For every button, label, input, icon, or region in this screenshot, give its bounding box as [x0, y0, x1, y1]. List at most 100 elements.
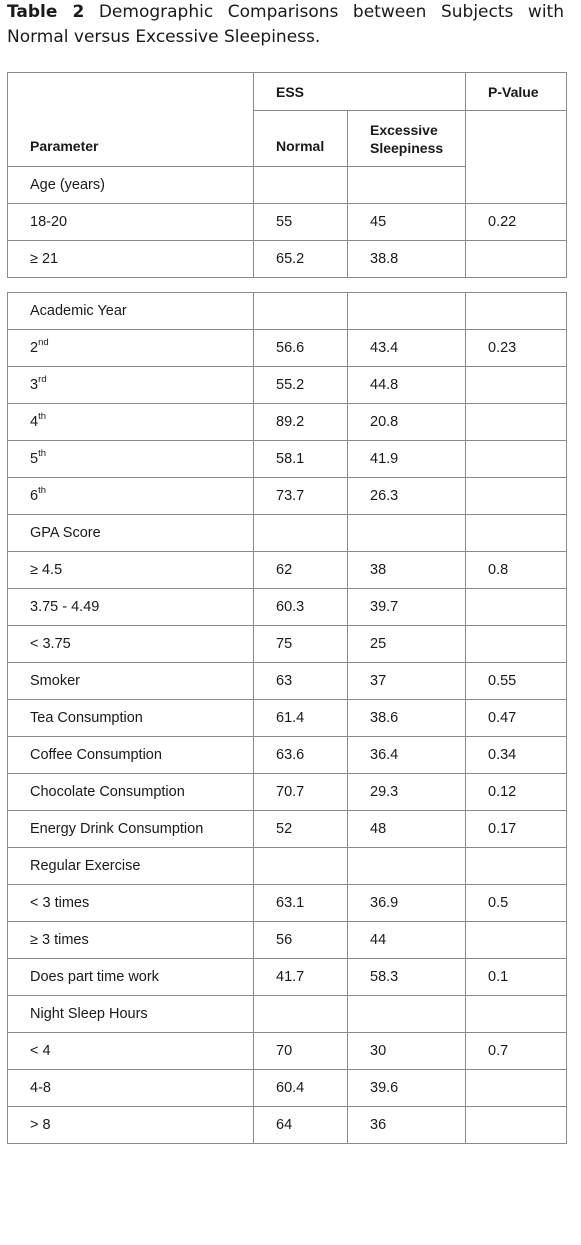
ordinal-suffix: th [38, 448, 47, 459]
header-row-top: Parameter ESS P-Value [7, 72, 568, 167]
table-row: Does part time work 41.7 58.3 0.1 [7, 958, 567, 996]
excessive-value-cell: 30 [347, 1032, 466, 1070]
excessive-value-cell: 41.9 [347, 440, 466, 478]
table-row: ≥ 21 65.2 38.8 [7, 240, 568, 278]
pvalue-cell [465, 366, 567, 404]
parameter-label: 5 [30, 451, 39, 467]
pvalue-empty-cell [465, 110, 568, 204]
table-row: 2nd 56.6 43.4 0.23 [7, 329, 567, 367]
parameter-cell: 6th [7, 477, 254, 515]
table-row: ≥ 3 times 56 44 [7, 921, 567, 959]
parameter-cell: < 3.75 [7, 625, 254, 663]
pvalue-cell [465, 847, 567, 885]
parameter-cell: 5th [7, 440, 254, 478]
parameter-label: Smoker [30, 673, 80, 689]
parameter-cell: 2nd [7, 329, 254, 367]
parameter-cell: Coffee Consumption [7, 736, 254, 774]
parameter-label: 3.75 - 4.49 [30, 599, 100, 615]
normal-value-cell: 52 [253, 810, 348, 848]
excessive-value-cell: 38.8 [346, 240, 467, 278]
parameter-label: 6 [30, 488, 39, 504]
excessive-value-cell: 36 [347, 1106, 466, 1144]
parameter-label: 18-20 [30, 214, 68, 230]
header-parameter: Parameter [7, 72, 254, 167]
excessive-value-cell: 26.3 [347, 477, 466, 515]
parameter-label: Regular Exercise [30, 858, 141, 874]
excessive-value-cell: 38 [347, 551, 466, 589]
parameter-cell: Regular Exercise [7, 847, 254, 885]
table-row: Regular Exercise [7, 847, 567, 885]
parameter-cell: Academic Year [7, 292, 254, 330]
pvalue-cell [465, 921, 567, 959]
parameter-cell: Energy Drink Consumption [7, 810, 254, 848]
excessive-value-cell: 20.8 [347, 403, 466, 441]
table-row: Night Sleep Hours [7, 995, 567, 1033]
parameter-cell: GPA Score [7, 514, 254, 552]
pvalue-cell: 0.23 [465, 329, 567, 367]
table-caption: Table 2 Demographic Comparisons between … [7, 0, 564, 50]
ordinal-suffix: th [38, 411, 47, 422]
table-row: Academic Year [7, 292, 567, 330]
header-pvalue: P-Value [465, 72, 568, 111]
normal-value-cell [253, 995, 348, 1033]
normal-value-cell: 89.2 [253, 403, 348, 441]
parameter-label: Night Sleep Hours [30, 1006, 148, 1022]
parameter-label: ≥ 3 times [30, 932, 89, 948]
normal-value-cell: 60.3 [253, 588, 348, 626]
normal-value-cell: 73.7 [253, 477, 348, 515]
table-row: Energy Drink Consumption 52 48 0.17 [7, 810, 567, 848]
parameter-label: Does part time work [30, 969, 159, 985]
parameter-label: Energy Drink Consumption [30, 821, 204, 837]
parameter-label: 2 [30, 340, 39, 356]
table-label: Table 2 [7, 2, 85, 22]
table-row: 18-20 55 45 0.22 [7, 203, 568, 241]
parameter-label: Coffee Consumption [30, 747, 162, 763]
parameter-label: GPA Score [30, 525, 101, 541]
parameter-cell: ≥ 4.5 [7, 551, 254, 589]
parameter-label: ≥ 21 [30, 251, 59, 267]
parameter-cell: < 4 [7, 1032, 254, 1070]
normal-value-cell: 56 [253, 921, 348, 959]
parameter-cell: Chocolate Consumption [7, 773, 254, 811]
pvalue-cell [465, 403, 567, 441]
parameter-label: < 4 [30, 1043, 51, 1059]
pvalue-cell [465, 440, 567, 478]
table-row: < 4 70 30 0.7 [7, 1032, 567, 1070]
excessive-value-cell: 44 [347, 921, 466, 959]
normal-value-cell: 64 [253, 1106, 348, 1144]
pvalue-cell: 0.47 [465, 699, 567, 737]
parameter-cell: < 3 times [7, 884, 254, 922]
table-row: 5th 58.1 41.9 [7, 440, 567, 478]
pvalue-cell: 0.17 [465, 810, 567, 848]
table-row: Chocolate Consumption 70.7 29.3 0.12 [7, 773, 567, 811]
pvalue-cell: 0.8 [465, 551, 567, 589]
pvalue-cell: 0.34 [465, 736, 567, 774]
normal-value-cell [253, 514, 348, 552]
excessive-value-cell: 37 [347, 662, 466, 700]
parameter-cell: 4th [7, 403, 254, 441]
table-row: 4th 89.2 20.8 [7, 403, 567, 441]
parameter-cell: 3.75 - 4.49 [7, 588, 254, 626]
table-row: < 3 times 63.1 36.9 0.5 [7, 884, 567, 922]
normal-value-cell: 70.7 [253, 773, 348, 811]
excessive-value-cell: 44.8 [347, 366, 466, 404]
pvalue-cell: 0.22 [465, 203, 568, 241]
excessive-value-cell: 43.4 [347, 329, 466, 367]
parameter-label: > 8 [30, 1117, 51, 1133]
parameter-cell: Age (years) [7, 166, 254, 204]
table-row: GPA Score [7, 514, 567, 552]
pvalue-cell: 0.12 [465, 773, 567, 811]
pvalue-cell [465, 1069, 567, 1107]
parameter-cell: 18-20 [7, 203, 254, 241]
pvalue-cell [465, 292, 567, 330]
parameter-label: 4-8 [30, 1080, 51, 1096]
table-row: 3.75 - 4.49 60.3 39.7 [7, 588, 567, 626]
normal-value-cell: 58.1 [253, 440, 348, 478]
normal-value-cell: 75 [253, 625, 348, 663]
demographics-table-part-2: Academic Year 2nd 56.6 43.4 0.23 3rd 55.2 44.8 4… [7, 292, 567, 1144]
normal-value-cell: 65.2 [253, 240, 348, 278]
normal-value-cell: 60.4 [253, 1069, 348, 1107]
parameter-cell: Night Sleep Hours [7, 995, 254, 1033]
header-row-bottom: Normal Excessive Sleepiness [8, 110, 568, 204]
parameter-cell: 4-8 [7, 1069, 254, 1107]
